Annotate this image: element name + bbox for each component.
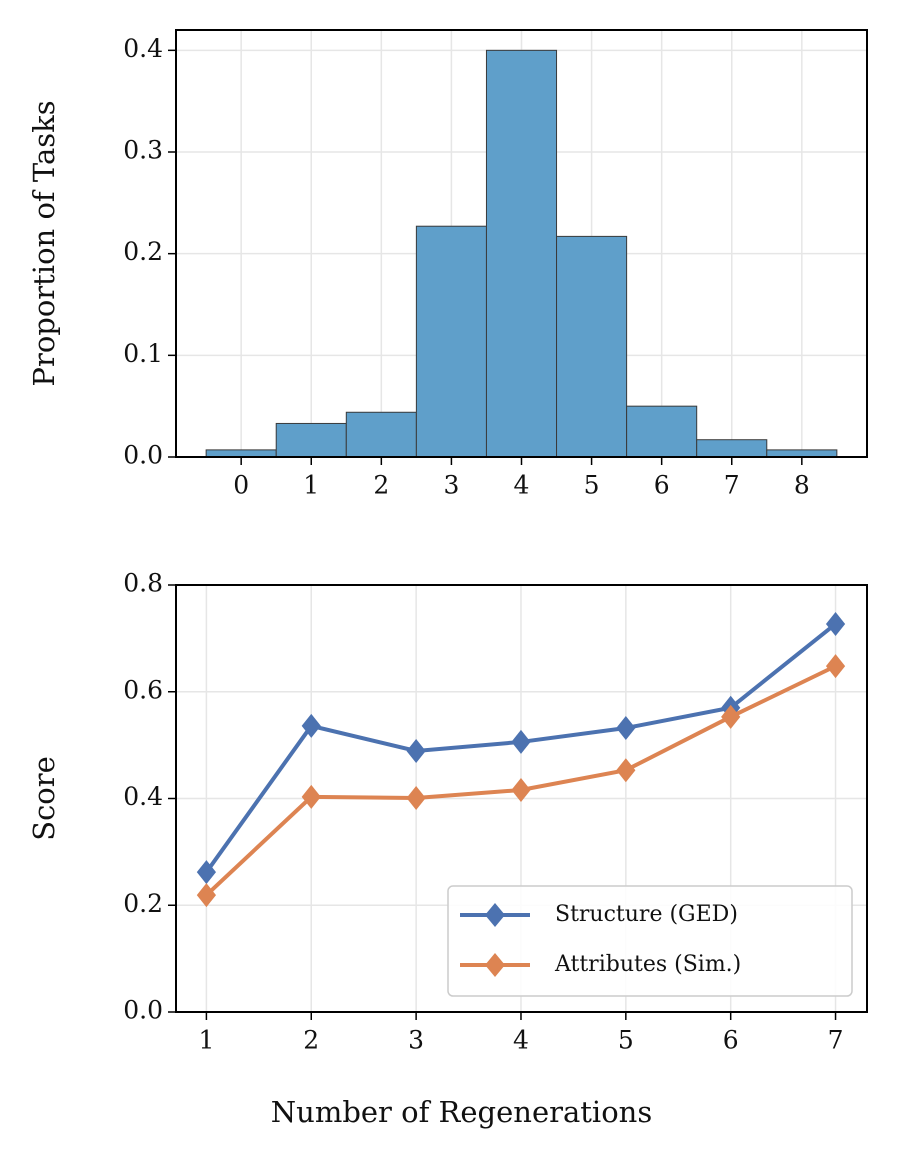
x-tick-label: 1	[303, 471, 319, 500]
x-tick-label: 0	[233, 471, 249, 500]
marker	[301, 713, 321, 738]
x-tick-label: 4	[513, 1026, 529, 1055]
x-tick-label: 8	[794, 471, 810, 500]
x-tick-label: 1	[198, 1026, 214, 1055]
y-tick-label: 0.0	[123, 441, 163, 470]
y-tick-label: 0.2	[123, 889, 163, 918]
bar	[205, 449, 277, 458]
marker	[825, 611, 846, 636]
y-tick-label: 0.4	[123, 34, 163, 63]
marker	[616, 758, 636, 783]
x-tick-label: 5	[584, 471, 600, 500]
y-tick-label: 0.6	[123, 675, 163, 704]
marker	[196, 883, 217, 908]
bar	[275, 422, 347, 458]
x-tick-label: 6	[654, 471, 670, 500]
y-tick-label: 0.1	[123, 339, 163, 368]
marker	[196, 860, 217, 885]
bar	[345, 411, 417, 458]
legend-marker	[485, 953, 505, 977]
bar	[485, 49, 558, 458]
x-tick-label: 3	[443, 471, 459, 500]
x-tick-label: 2	[303, 1026, 319, 1055]
marker	[301, 784, 321, 809]
bar	[556, 235, 628, 458]
marker	[825, 654, 846, 679]
y-axis-label: Proportion of Tasks	[27, 100, 61, 386]
bar	[415, 225, 487, 458]
legend-box	[447, 885, 853, 997]
marker	[511, 729, 531, 754]
x-tick-label: 7	[724, 471, 740, 500]
x-axis-label: Number of Regenerations	[271, 1095, 652, 1129]
marker	[616, 716, 636, 741]
legend-marker	[485, 903, 505, 927]
y-tick-label: 0.8	[123, 569, 163, 598]
x-tick-label: 7	[828, 1026, 844, 1055]
marker	[406, 738, 426, 763]
legend-label: Attributes (Sim.)	[554, 952, 741, 977]
legend-label: Structure (GED)	[555, 902, 738, 927]
bar	[766, 449, 838, 458]
plot-frame	[175, 29, 868, 458]
y-axis-label: Score	[27, 756, 61, 841]
x-tick-label: 2	[373, 471, 389, 500]
x-tick-label: 4	[514, 471, 530, 500]
y-tick-label: 0.3	[123, 136, 163, 165]
marker	[721, 704, 741, 729]
bar	[626, 405, 698, 458]
x-tick-label: 3	[408, 1026, 424, 1055]
y-tick-label: 0.0	[123, 996, 163, 1025]
y-tick-label: 0.4	[123, 782, 163, 811]
plot-frame	[175, 584, 868, 1013]
y-tick-label: 0.2	[123, 237, 163, 266]
bar	[696, 439, 768, 458]
x-tick-label: 6	[723, 1026, 739, 1055]
marker	[406, 785, 426, 810]
x-tick-label: 5	[618, 1026, 634, 1055]
marker	[511, 777, 531, 802]
